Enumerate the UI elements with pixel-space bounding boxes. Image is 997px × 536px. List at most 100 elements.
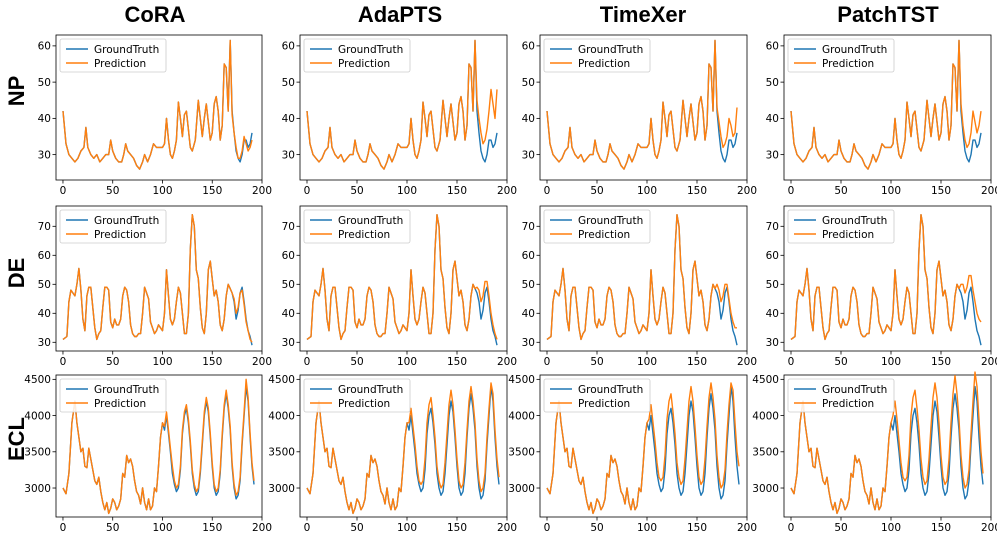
x-tick-label: 50 (106, 356, 119, 368)
legend: GroundTruth Prediction (59, 38, 167, 73)
x-tick-label: 200 (252, 522, 272, 534)
y-tick-label: 30 (522, 337, 535, 349)
x-tick-label: 150 (447, 522, 467, 534)
x-tick-label: 150 (447, 356, 467, 368)
y-tick-label: 30 (766, 337, 779, 349)
column-title-cora: CoRA (124, 2, 185, 27)
legend-label-prediction: Prediction (338, 58, 390, 70)
legend-label-prediction: Prediction (94, 398, 146, 410)
y-tick-label: 30 (38, 149, 51, 161)
x-tick-label: 100 (152, 522, 172, 534)
legend-label-groundtruth: GroundTruth (94, 215, 159, 227)
legend-label-prediction: Prediction (338, 398, 390, 410)
legend-label-groundtruth: GroundTruth (94, 384, 159, 396)
legend-label-groundtruth: GroundTruth (822, 44, 887, 56)
y-tick-label: 50 (766, 279, 779, 291)
legend: GroundTruth Prediction (543, 38, 651, 73)
y-tick-label: 3500 (268, 447, 295, 459)
x-tick-label: 50 (590, 522, 603, 534)
plot-frame (539, 34, 748, 181)
x-tick-label: 0 (304, 356, 311, 368)
x-tick-label: 100 (637, 522, 657, 534)
x-tick-label: 150 (687, 185, 707, 197)
legend: GroundTruth Prediction (59, 209, 167, 244)
x-tick-label: 0 (544, 185, 551, 197)
prediction-line (306, 214, 498, 341)
y-tick-label: 40 (522, 308, 535, 320)
y-tick-label: 60 (766, 250, 779, 262)
legend-label-groundtruth: GroundTruth (338, 384, 403, 396)
x-tick-label: 100 (152, 356, 172, 368)
y-tick-label: 70 (522, 221, 535, 233)
plot-frame (539, 205, 748, 352)
panel-np-cora: 0 50 100 150 200 30 40 50 60 GroundTruth Predictio… (38, 34, 272, 197)
plot-frame (55, 205, 263, 352)
panels: 0 50 100 150 200 30 40 50 60 GroundTruth Predictio… (24, 34, 997, 534)
y-tick-label: 40 (766, 308, 779, 320)
plot-frame (299, 205, 508, 352)
x-tick-label: 150 (687, 522, 707, 534)
row-titles: NP DE ECL (4, 76, 29, 461)
x-tick-label: 0 (788, 522, 795, 534)
legend-label-prediction: Prediction (578, 58, 630, 70)
legend-label-groundtruth: GroundTruth (94, 44, 159, 56)
y-tick-label: 4500 (508, 374, 535, 386)
x-tick-label: 200 (497, 185, 517, 197)
column-title-patchtst: PatchTST (837, 2, 939, 27)
y-tick-label: 70 (282, 221, 295, 233)
x-tick-label: 0 (304, 185, 311, 197)
y-tick-label: 70 (766, 221, 779, 233)
y-tick-label: 50 (282, 279, 295, 291)
panel-np-timexer: 0 50 100 150 200 30 40 50 60 GroundTruth Predictio… (522, 34, 757, 197)
y-tick-label: 4000 (268, 410, 295, 422)
prediction-line (790, 371, 984, 515)
x-tick-label: 50 (590, 356, 603, 368)
x-tick-label: 100 (397, 356, 417, 368)
x-tick-label: 50 (834, 185, 847, 197)
prediction-line (546, 39, 738, 170)
x-tick-label: 100 (637, 185, 657, 197)
panel-de-timexer: 0 50 100 150 200 30 40 50 60 70 GroundTruth Predict… (522, 205, 757, 368)
legend-label-prediction: Prediction (822, 229, 874, 241)
y-tick-label: 3500 (508, 447, 535, 459)
x-tick-label: 150 (931, 185, 951, 197)
y-tick-label: 3500 (752, 447, 779, 459)
x-tick-label: 100 (881, 356, 901, 368)
panel-ecl-adapts: 0 50 100 150 200 3000 3500 4000 4500 GroundTruth P… (268, 374, 517, 534)
legend: GroundTruth Prediction (543, 209, 651, 244)
legend: GroundTruth Prediction (543, 378, 651, 413)
x-tick-label: 50 (350, 522, 363, 534)
prediction-line (546, 382, 740, 515)
y-tick-label: 60 (38, 250, 51, 262)
x-tick-label: 150 (931, 522, 951, 534)
plot-frame (55, 374, 263, 518)
y-tick-label: 4000 (24, 410, 51, 422)
x-tick-label: 50 (834, 356, 847, 368)
y-tick-label: 4500 (268, 374, 295, 386)
x-tick-label: 100 (881, 185, 901, 197)
legend: GroundTruth Prediction (787, 38, 895, 73)
legend-label-prediction: Prediction (822, 58, 874, 70)
panel-de-patchtst: 0 50 100 150 200 30 40 50 60 70 GroundTruth Predict… (766, 205, 997, 368)
y-tick-label: 50 (282, 77, 295, 89)
y-tick-label: 40 (522, 113, 535, 125)
y-tick-label: 4500 (752, 374, 779, 386)
plot-frame (299, 34, 508, 181)
y-tick-label: 50 (38, 279, 51, 291)
prediction-line (62, 378, 255, 515)
legend-label-prediction: Prediction (94, 58, 146, 70)
plot-frame (783, 34, 992, 181)
legend: GroundTruth Prediction (787, 209, 895, 244)
panel-np-adapts: 0 50 100 150 200 30 40 50 60 GroundTruth Predictio… (282, 34, 517, 197)
y-tick-label: 50 (766, 77, 779, 89)
x-tick-label: 0 (60, 185, 67, 197)
prediction-line (62, 214, 253, 343)
prediction-line (306, 382, 500, 515)
panel-np-patchtst: 0 50 100 150 200 30 40 50 60 GroundTruth Predictio… (766, 34, 997, 197)
x-tick-label: 150 (931, 356, 951, 368)
x-tick-label: 100 (637, 356, 657, 368)
y-tick-label: 30 (282, 149, 295, 161)
legend: GroundTruth Prediction (787, 378, 895, 413)
legend-label-groundtruth: GroundTruth (822, 384, 887, 396)
y-tick-label: 60 (38, 41, 51, 53)
